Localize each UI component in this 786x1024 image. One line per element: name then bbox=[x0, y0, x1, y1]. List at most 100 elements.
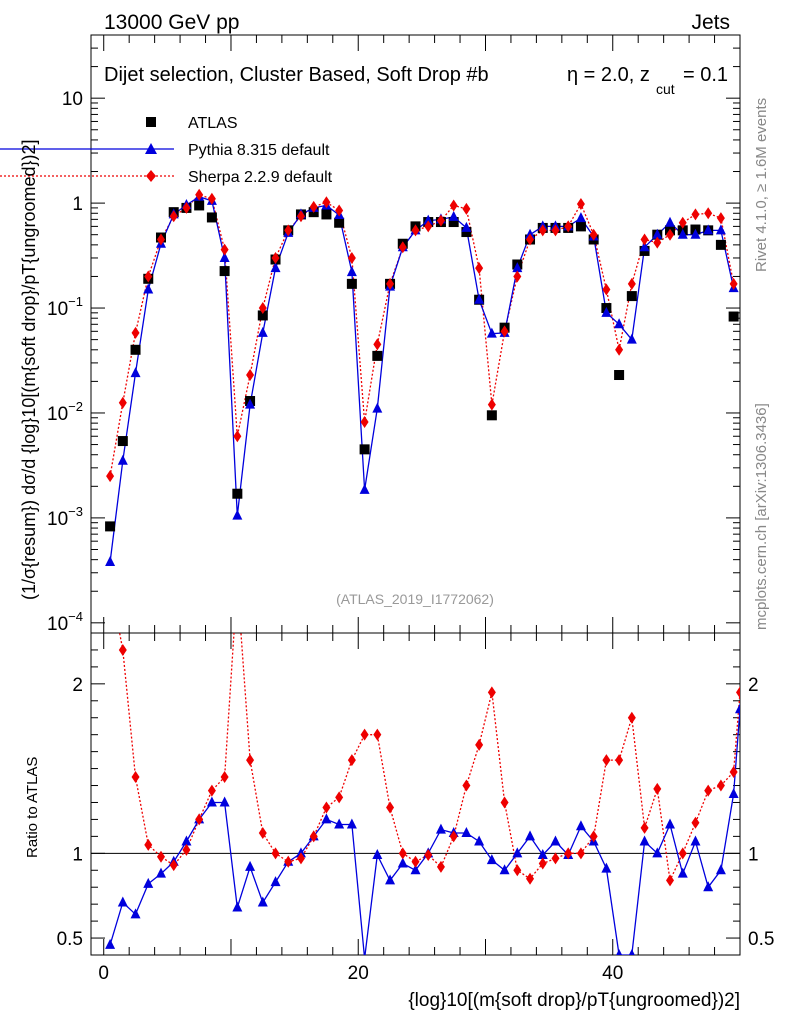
atlas-point bbox=[194, 200, 205, 211]
sherpa-point bbox=[309, 200, 318, 213]
pythia-ratio-point bbox=[461, 826, 472, 837]
sherpa-ratio-point bbox=[156, 850, 165, 863]
pythia-ratio-point bbox=[155, 867, 166, 878]
sherpa-point bbox=[322, 196, 331, 209]
sherpa-point bbox=[195, 188, 204, 201]
atlas-point bbox=[728, 311, 739, 322]
pythia-point bbox=[245, 398, 256, 409]
axes: 10−4 10−3 10−2 10−1 1 10 0 20 40 0.5 1 2 0.5 1 2 bbox=[47, 34, 774, 984]
sherpa-point bbox=[678, 216, 687, 229]
pythia-point bbox=[512, 262, 523, 273]
pythia-point bbox=[359, 483, 370, 494]
pythia-ratio-point bbox=[715, 864, 726, 875]
pythia-ratio-point bbox=[616, 949, 623, 955]
sherpa-ratio-point bbox=[284, 855, 293, 868]
sherpa-point bbox=[411, 224, 420, 237]
plot-title-value: = 0.1 bbox=[683, 64, 728, 86]
sherpa-point bbox=[487, 398, 496, 411]
sherpa-ratio-point bbox=[576, 847, 585, 860]
pythia-ratio-point bbox=[435, 823, 446, 834]
pythia-ratio-point bbox=[257, 896, 268, 907]
sherpa-ratio-point bbox=[462, 779, 471, 792]
pythia-ratio-point bbox=[363, 952, 366, 955]
pythia-point bbox=[219, 251, 230, 262]
pythia-ratio-point bbox=[550, 835, 561, 846]
sherpa-ratio-point bbox=[653, 782, 662, 795]
pythia-ratio-point bbox=[575, 820, 586, 831]
pythia-ratio-point bbox=[105, 938, 116, 949]
main-y-tick-label: 10−3 bbox=[47, 504, 83, 530]
ratio-x-tick-label: 40 bbox=[602, 963, 623, 984]
atlas-point bbox=[575, 221, 586, 232]
sherpa-ratio-point bbox=[487, 686, 496, 699]
sherpa-point bbox=[182, 201, 191, 214]
pythia-ratio-point bbox=[346, 818, 357, 829]
pythia-point bbox=[448, 210, 459, 221]
sherpa-point bbox=[296, 210, 305, 223]
sherpa-ratio-point bbox=[551, 852, 560, 865]
sherpa-ratio-line bbox=[118, 633, 740, 883]
ratio-x-tick-label: 0 bbox=[98, 963, 109, 984]
ratio-y-tick-label-right: 2 bbox=[748, 675, 759, 696]
sherpa-point bbox=[449, 199, 458, 212]
plot-title-cut: cut bbox=[656, 81, 675, 97]
sherpa-ratio-point bbox=[513, 864, 522, 877]
pythia-point bbox=[652, 228, 663, 239]
main-y-tick-exponent: −2 bbox=[68, 399, 83, 414]
sherpa-point bbox=[716, 212, 725, 225]
pythia-ratio-point bbox=[232, 901, 243, 912]
sherpa-point bbox=[271, 251, 280, 264]
sherpa-point bbox=[704, 207, 713, 220]
pythia-line bbox=[109, 195, 735, 563]
pythia-point bbox=[257, 326, 268, 337]
pythia-ratio-point bbox=[537, 849, 548, 860]
sherpa-ratio-point bbox=[475, 738, 484, 751]
legend-marker-sherpa bbox=[146, 170, 156, 182]
pythia-point bbox=[117, 454, 128, 465]
main-y-tick-label: 1 bbox=[72, 194, 83, 215]
sherpa-point bbox=[589, 228, 598, 241]
pythia-ratio-point bbox=[397, 857, 408, 868]
pythia-point bbox=[372, 402, 383, 413]
sherpa-point bbox=[373, 338, 382, 351]
sherpa-point bbox=[156, 233, 165, 246]
sherpa-point bbox=[398, 241, 407, 254]
legend-marker-atlas bbox=[146, 117, 156, 127]
pythia-point bbox=[575, 212, 586, 223]
sherpa-point bbox=[246, 369, 255, 382]
atlas-point bbox=[614, 370, 625, 381]
main-y-axis-label: (1/σ{resum}) dσ/d {log}10[(m{soft drop}/… bbox=[19, 140, 39, 601]
atlas-point bbox=[232, 488, 243, 499]
sherpa-ratio-point bbox=[144, 838, 153, 851]
sherpa-ratio-point bbox=[678, 847, 687, 860]
sherpa-point bbox=[144, 270, 153, 283]
sherpa-ratio-point bbox=[373, 728, 382, 741]
sherpa-point bbox=[526, 233, 535, 246]
pythia-ratio-point bbox=[486, 854, 497, 865]
sherpa-ratio-point bbox=[627, 711, 636, 724]
legend-label-atlas: ATLAS bbox=[188, 115, 238, 132]
sherpa-point bbox=[666, 228, 675, 241]
sherpa-point bbox=[284, 224, 293, 237]
pythia-point bbox=[461, 221, 472, 232]
atlas-point bbox=[130, 344, 141, 355]
pythia-point bbox=[105, 555, 116, 566]
pythia-point bbox=[703, 224, 714, 235]
ratio-panel-frame bbox=[90, 632, 741, 956]
pythia-point bbox=[601, 306, 612, 317]
sherpa-ratio-point bbox=[246, 754, 255, 767]
sherpa-point bbox=[615, 343, 624, 356]
legend: ATLAS Pythia 8.315 default Sherpa 2.2.9 … bbox=[0, 115, 333, 186]
pythia-ratio-point bbox=[499, 864, 510, 875]
atlas-point bbox=[448, 217, 459, 228]
sherpa-ratio-point bbox=[360, 728, 369, 741]
sherpa-point bbox=[640, 233, 649, 246]
pythia-ratio-point bbox=[728, 788, 739, 798]
sherpa-point bbox=[258, 302, 267, 315]
main-y-tick-label: 10−1 bbox=[47, 294, 83, 320]
pythia-point bbox=[143, 283, 154, 294]
sherpa-point bbox=[475, 262, 484, 275]
sherpa-ratio-point bbox=[118, 643, 127, 656]
sherpa-point bbox=[335, 204, 344, 217]
